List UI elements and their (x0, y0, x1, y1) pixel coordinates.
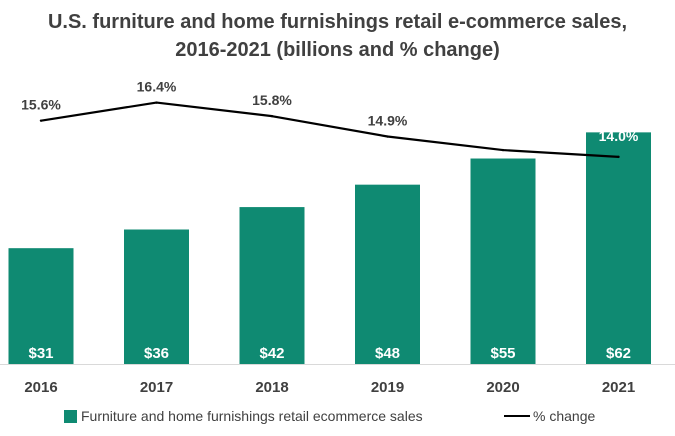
line-value-label-2020: 14.3% (483, 121, 523, 137)
chart-title: U.S. furniture and home furnishings reta… (0, 8, 675, 64)
bar-value-label-2017: $36 (144, 345, 169, 362)
line-point-2016 (39, 119, 43, 122)
bar-value-label-2018: $42 (259, 345, 284, 362)
line-value-label-2016: 15.6% (21, 97, 61, 113)
bar-2021 (586, 132, 651, 364)
line-value-label-2019: 14.9% (368, 113, 408, 129)
line-value-label-2017: 16.4% (137, 79, 177, 95)
legend-swatch-bars (64, 410, 77, 423)
bar-value-label-2019: $48 (375, 345, 400, 362)
line-value-label-2021: 14.0% (599, 128, 639, 144)
line-point-2020 (501, 148, 505, 152)
legend-label-bars: Furniture and home furnishings retail ec… (81, 408, 423, 424)
chart-title-line-2: 2016-2021 (billions and % change) (175, 39, 500, 61)
bar-value-label-2016: $31 (28, 345, 53, 362)
x-tick-label-2018: 2018 (255, 379, 288, 396)
bar-2017 (124, 229, 189, 364)
line-point-2017 (155, 101, 158, 104)
x-tick-label-2019: 2019 (371, 379, 404, 396)
bar-value-label-2020: $55 (490, 345, 515, 362)
line-point-2018 (270, 114, 274, 118)
x-tick-label-2016: 2016 (24, 379, 57, 396)
bar-2016 (8, 248, 74, 364)
x-tick-label-2020: 2020 (486, 379, 519, 396)
bar-value-label-2021: $62 (606, 345, 631, 362)
bar-2018 (239, 207, 305, 364)
bar-2020 (470, 158, 536, 364)
line-point-2019 (386, 135, 389, 138)
x-tick-label-2021: 2021 (602, 379, 635, 396)
line-point-2021 (617, 155, 620, 159)
line-value-label-2018: 15.8% (252, 92, 292, 108)
line-series-percent-change (40, 101, 619, 158)
bar-2019 (355, 184, 420, 364)
legend-label-line: % change (533, 408, 595, 424)
chart-title-line-1: U.S. furniture and home furnishings reta… (47, 11, 628, 33)
x-tick-label-2017: 2017 (140, 379, 173, 396)
